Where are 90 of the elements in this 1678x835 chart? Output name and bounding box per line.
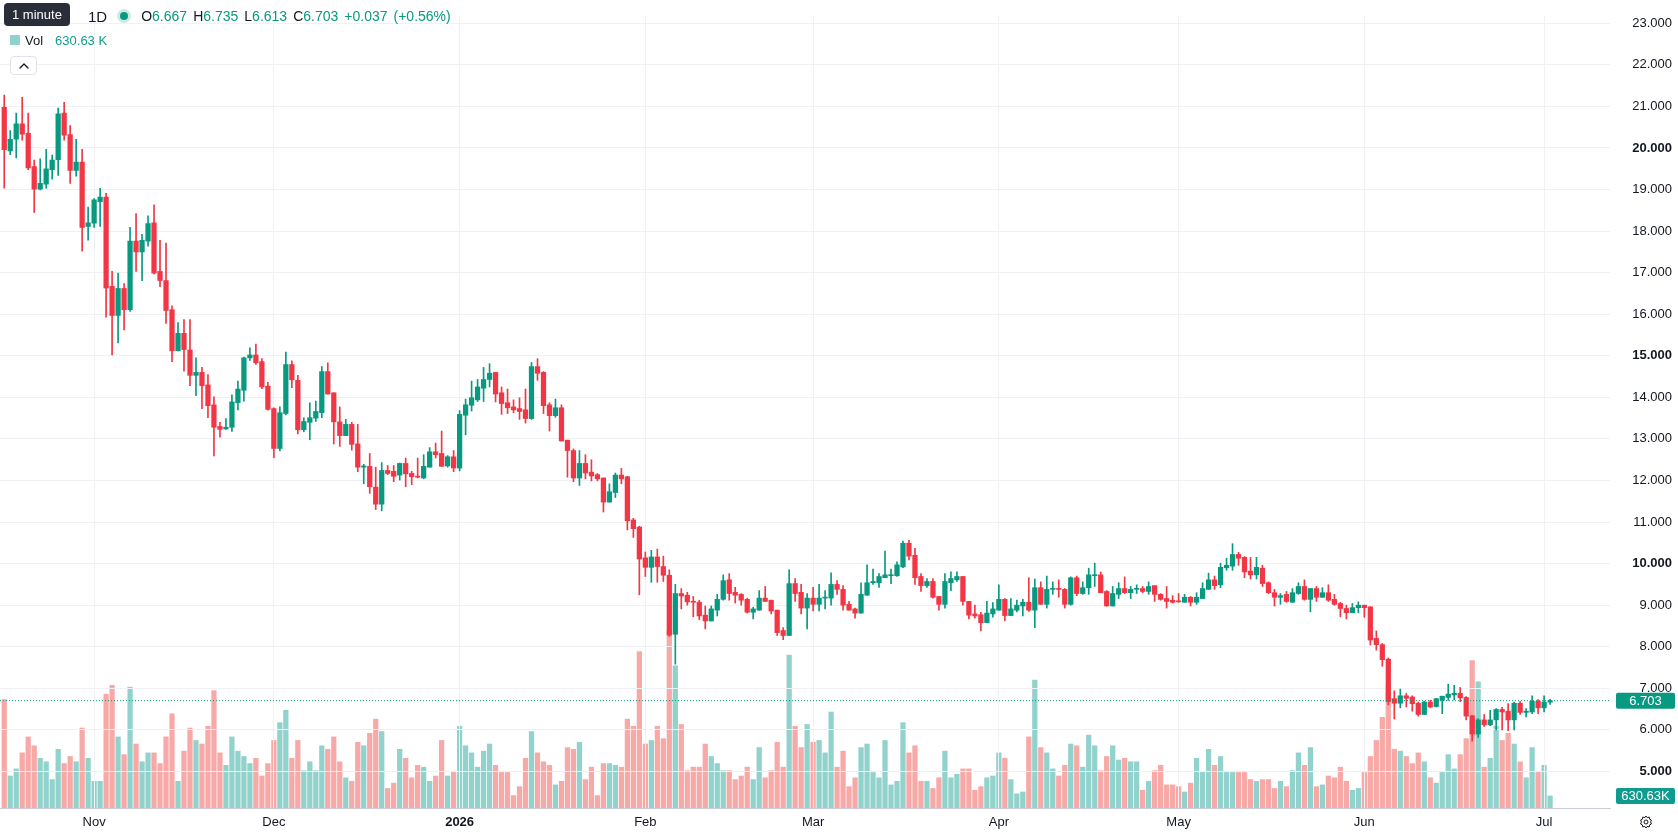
ref-line-label: 6.703	[1629, 692, 1662, 708]
annotation: 1 minute	[4, 3, 70, 26]
bar	[1068, 743, 1074, 808]
bar	[121, 754, 127, 808]
x-tick-label: Jul	[1535, 814, 1553, 830]
bar	[361, 745, 367, 808]
y-tick-label: 21.000	[1632, 97, 1672, 113]
x-tick-label: May	[1166, 814, 1192, 830]
text: 630.63K	[1621, 787, 1671, 803]
y-tick-label: 11.000	[1633, 513, 1672, 529]
y-tick-label: 14.000	[1632, 388, 1672, 404]
y-tick-label: 19.000	[1632, 181, 1672, 197]
annotation: 630.63 K	[55, 32, 108, 48]
candlestick	[361, 463, 367, 485]
bar	[804, 724, 810, 808]
bar	[1301, 765, 1308, 808]
x-tick-label: Jun	[1353, 814, 1375, 830]
candlestick	[247, 347, 253, 361]
y-tick-label: 9.000	[1639, 596, 1672, 612]
bar	[343, 777, 349, 808]
bar	[193, 740, 199, 808]
candlestick	[133, 213, 139, 272]
bar	[528, 731, 535, 808]
y-tick-label: 13.000	[1632, 430, 1672, 446]
y-tick-label: 10.000	[1632, 555, 1672, 571]
chart-title: 1D	[88, 7, 108, 25]
bar	[1074, 745, 1080, 808]
bar	[1307, 747, 1314, 808]
x-tick-label: Apr	[988, 814, 1010, 830]
y-tick-label: 23.000	[1632, 14, 1672, 30]
x-tick-label: Nov	[82, 814, 107, 830]
bar	[127, 686, 133, 808]
bar	[133, 743, 139, 808]
bar	[576, 741, 583, 808]
y-tick-label: 17.000	[1632, 264, 1672, 280]
bar	[1283, 786, 1290, 808]
bar	[1481, 766, 1487, 808]
bar	[1122, 757, 1128, 808]
bar	[1535, 772, 1541, 808]
bar	[1313, 786, 1320, 808]
bar	[648, 740, 654, 808]
bar	[924, 781, 930, 808]
y-tick-label: 20.000	[1632, 139, 1672, 155]
bar	[1421, 761, 1427, 808]
bar	[786, 654, 792, 808]
bar	[1140, 789, 1146, 808]
bar	[1187, 782, 1194, 808]
bar	[1511, 743, 1517, 808]
y-tick-label: 15.000	[1632, 347, 1672, 363]
bar	[552, 784, 559, 808]
bar	[810, 741, 816, 808]
y-tick-label: 22.000	[1632, 56, 1672, 72]
bar	[1319, 784, 1326, 808]
legend-label: Vol	[25, 32, 44, 48]
bar	[1181, 791, 1188, 808]
bar	[1253, 781, 1260, 808]
x-tick-label: Dec	[262, 814, 286, 830]
y-tick-label: 18.000	[1632, 222, 1672, 238]
bar	[1026, 736, 1032, 808]
x-tick-label: Feb	[634, 814, 657, 830]
bar	[397, 749, 403, 808]
bar	[115, 736, 121, 808]
y-tick-label: 5.000	[1639, 763, 1672, 778]
bar	[450, 772, 457, 808]
bar	[1277, 781, 1284, 808]
bar	[1038, 747, 1044, 808]
candlestick	[73, 138, 79, 177]
text: O6.667 H6.735 L6.613 C6.703 +0.037 (+0.56%)	[141, 8, 451, 24]
y-tick-label: 8.000	[1639, 638, 1672, 654]
bar	[79, 727, 85, 808]
y-tick-label: 6.000	[1639, 721, 1672, 737]
bar	[1211, 765, 1218, 808]
bar	[175, 781, 181, 808]
y-tick-label: 16.000	[1632, 305, 1672, 321]
bar	[1002, 757, 1008, 808]
bar	[1427, 777, 1433, 808]
bar	[1032, 679, 1038, 808]
y-tick-label: 12.000	[1632, 472, 1672, 488]
bar	[1, 699, 7, 808]
bar	[379, 731, 385, 808]
bar	[1146, 781, 1152, 808]
bar	[444, 775, 451, 808]
y-tick-label: 7.000	[1639, 679, 1672, 695]
bar	[73, 761, 79, 808]
bar	[1397, 750, 1403, 808]
bar	[672, 665, 678, 808]
x-tick-label: 2026	[445, 814, 475, 830]
candlestick	[193, 357, 199, 397]
bar	[1517, 761, 1523, 808]
x-tick-label: Mar	[801, 814, 825, 830]
